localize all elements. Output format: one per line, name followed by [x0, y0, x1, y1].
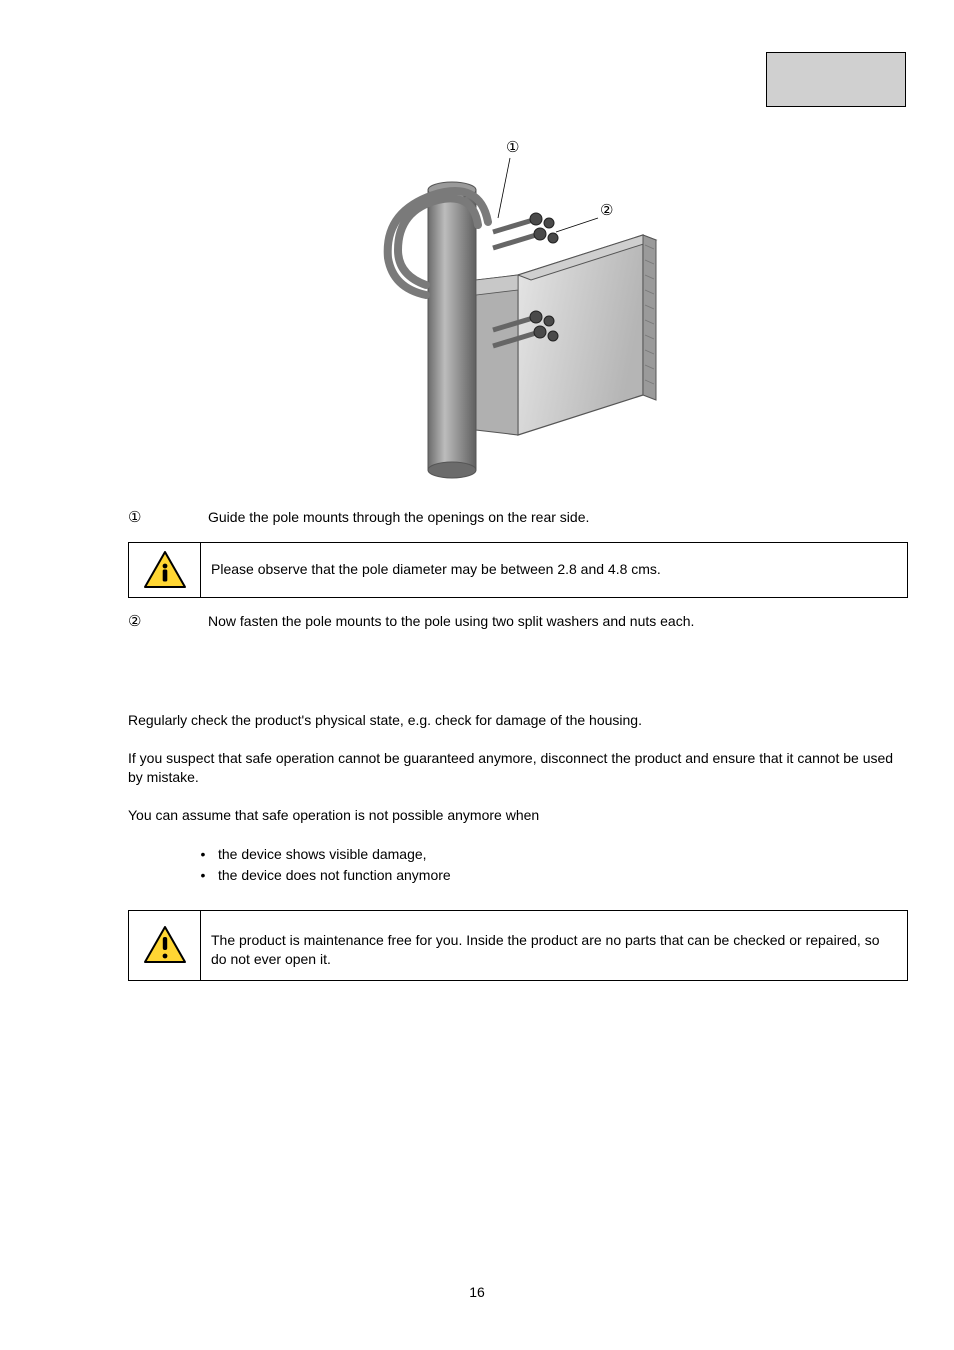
maintenance-section: Regularly check the product's physical s…: [128, 711, 908, 981]
step-2-row: ② Now fasten the pole mounts to the pole…: [128, 612, 908, 632]
bullet-list: • the device shows visible damage, • the…: [188, 844, 908, 886]
bullet-dot: •: [188, 865, 218, 886]
header-grey-box: [766, 52, 906, 107]
pole-mount-diagram: ① ②: [338, 130, 698, 485]
bullet-dot: •: [188, 844, 218, 865]
bullet-item-1: • the device shows visible damage,: [188, 844, 908, 865]
info-box: Please observe that the pole diameter ma…: [128, 542, 908, 598]
page-content: ① ② ① Guide the pole mounts through the …: [128, 130, 908, 981]
step-1-row: ① Guide the pole mounts through the open…: [128, 508, 908, 528]
warning-icon: [143, 925, 187, 965]
info-box-text: Please observe that the pole diameter ma…: [201, 548, 671, 592]
step-1-text: Guide the pole mounts through the openin…: [208, 508, 908, 528]
step-2-number: ②: [128, 612, 208, 630]
info-icon-cell: [129, 543, 201, 597]
step-1-number: ①: [128, 508, 208, 526]
bullet-item-2: • the device does not function anymore: [188, 865, 908, 886]
warning-text: The product is maintenance free for you.…: [201, 911, 907, 980]
diagram-label-2: ②: [600, 202, 613, 219]
maintenance-p1: Regularly check the product's physical s…: [128, 711, 908, 731]
warning-icon-cell: [129, 911, 201, 980]
page-number: 16: [0, 1284, 954, 1300]
warning-box: The product is maintenance free for you.…: [128, 910, 908, 981]
bullet-text-2: the device does not function anymore: [218, 865, 451, 886]
maintenance-p2: If you suspect that safe operation canno…: [128, 749, 908, 788]
maintenance-p3: You can assume that safe operation is no…: [128, 806, 908, 826]
diagram-container: ① ②: [128, 130, 908, 488]
bullet-text-1: the device shows visible damage,: [218, 844, 427, 865]
diagram-label-1: ①: [506, 139, 519, 156]
info-icon: [143, 550, 187, 590]
step-2-text: Now fasten the pole mounts to the pole u…: [208, 612, 908, 632]
diagram-svg: ① ②: [338, 130, 698, 485]
